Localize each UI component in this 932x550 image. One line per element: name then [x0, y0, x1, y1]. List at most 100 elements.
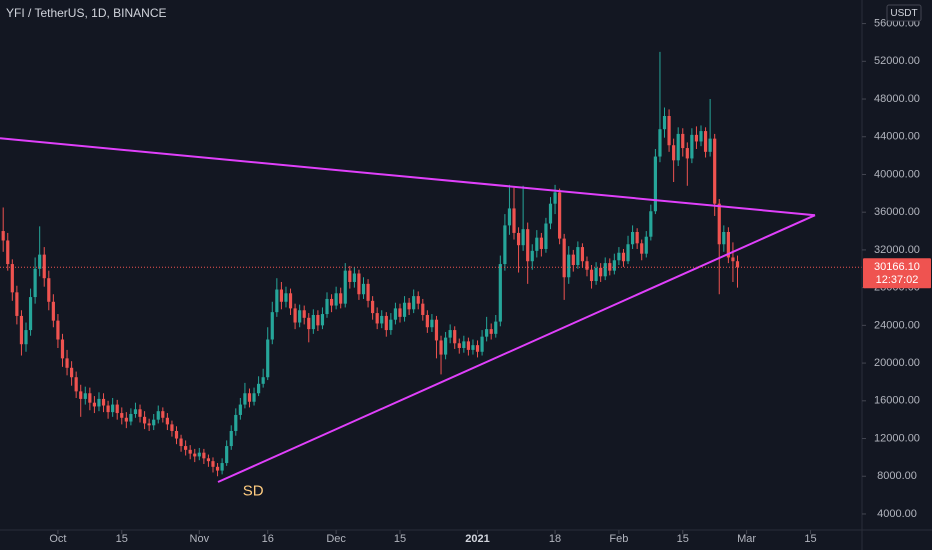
candle-body: [138, 409, 142, 417]
candle-body: [630, 231, 635, 245]
x-tick-label: Dec: [326, 533, 346, 545]
y-tick-label: 8000.00: [877, 470, 917, 482]
candle-body: [457, 343, 461, 348]
candle-body: [576, 247, 580, 265]
candle-body: [88, 393, 92, 403]
plot-area: SD: [0, 51, 862, 499]
candle-body: [672, 145, 676, 161]
candle-body: [571, 254, 575, 265]
candle-body: [197, 452, 201, 457]
candle-body: [562, 238, 566, 278]
candle-body: [92, 402, 97, 407]
candle-body: [667, 115, 671, 146]
candle-body: [352, 273, 356, 282]
candle-body: [617, 252, 621, 261]
candle-body: [270, 312, 274, 340]
y-tick-label: 4000.00: [877, 508, 917, 520]
candle-body: [471, 345, 475, 350]
candle-body: [284, 293, 288, 302]
candle-body: [708, 138, 712, 152]
candle-body: [288, 293, 293, 309]
candle-body: [257, 383, 261, 394]
candle-body: [206, 458, 211, 462]
candle-body: [402, 302, 407, 317]
candle-body: [485, 329, 489, 337]
candle-body: [129, 414, 133, 422]
candle-body: [676, 133, 680, 161]
candle-body: [165, 417, 169, 425]
candle-body: [412, 296, 416, 310]
candle-body: [594, 267, 598, 282]
candle-body: [640, 243, 644, 254]
candle-body: [266, 339, 270, 378]
currency: USDT: [890, 8, 917, 19]
candle-body: [101, 398, 106, 406]
candle-body: [42, 254, 46, 279]
candle-body: [539, 237, 543, 249]
candle-body: [325, 298, 329, 315]
candle-body: [699, 131, 703, 142]
candle-body: [152, 419, 156, 426]
candle-body: [261, 377, 265, 384]
candle-body: [202, 452, 206, 459]
candle-body: [115, 404, 119, 414]
candle-body: [635, 231, 639, 244]
candle-body: [320, 314, 325, 326]
candle-body: [193, 453, 197, 457]
candle-body: [65, 358, 69, 368]
candle-body: [717, 203, 721, 245]
y-tick-label: 32000.00: [874, 244, 920, 256]
candle-body: [380, 315, 384, 324]
candle-body: [612, 260, 616, 271]
candle-body: [170, 424, 174, 431]
candle-body: [188, 449, 192, 454]
y-tick-label: 20000.00: [874, 357, 920, 369]
candle-body: [120, 413, 124, 418]
candle-body: [83, 393, 87, 399]
x-tick-label: Feb: [609, 533, 628, 545]
candle-body: [434, 319, 439, 341]
candle-body: [690, 134, 694, 159]
candle-body: [553, 192, 557, 204]
y-tick-label: 24000.00: [874, 319, 920, 331]
x-tick-label: Nov: [190, 533, 210, 545]
candle-body: [38, 254, 42, 269]
trendline: [217, 214, 816, 483]
candle-body: [503, 225, 507, 265]
candle-body: [731, 257, 735, 262]
candle-body: [311, 314, 315, 330]
candle-body: [439, 340, 443, 355]
candle-body: [307, 317, 311, 330]
candle-body: [389, 319, 393, 331]
x-tick-label: 15: [116, 533, 128, 545]
candle-body: [298, 310, 302, 323]
candle-body: [161, 411, 165, 418]
currency-box[interactable]: [886, 4, 922, 22]
candle-body: [475, 345, 480, 352]
candle-body: [649, 211, 653, 237]
candle-body: [252, 393, 256, 402]
candle-body: [494, 321, 498, 334]
candle-body: [329, 298, 334, 306]
y-tick-label: 48000.00: [874, 93, 920, 105]
candle-body: [393, 308, 398, 320]
candle-body: [507, 208, 512, 226]
candle-body: [466, 341, 470, 350]
candle-body: [516, 232, 521, 246]
candle-body: [19, 315, 24, 345]
candle-body: [726, 231, 730, 258]
last-price-box: [863, 258, 931, 289]
candle-body: [361, 283, 366, 295]
x-tick-label: Oct: [49, 533, 66, 545]
candle-body: [60, 339, 65, 359]
y-tick-label: 12000.00: [874, 432, 920, 444]
candle-body: [653, 156, 657, 212]
candle-body: [15, 292, 19, 316]
candle-body: [111, 404, 115, 413]
y-tick-label: 44000.00: [874, 131, 920, 143]
candle-body: [247, 393, 252, 402]
candle-body: [425, 314, 429, 328]
